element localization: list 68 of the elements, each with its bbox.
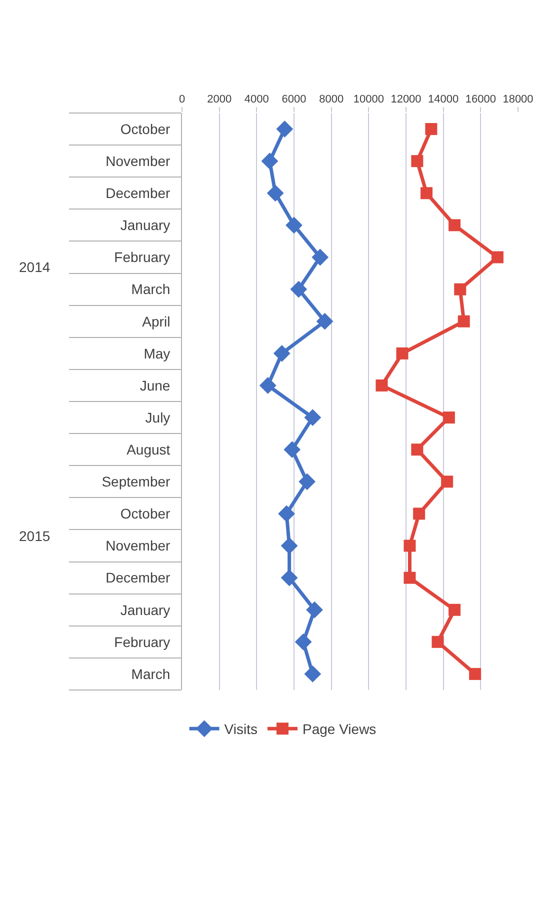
y-tick-label: March (131, 281, 170, 298)
point (306, 601, 323, 618)
point (442, 412, 455, 424)
point (413, 508, 426, 520)
y-tick-label: December (106, 570, 171, 586)
point (420, 187, 433, 200)
point (491, 251, 504, 264)
y-tick-label: October (120, 120, 171, 137)
point (273, 344, 290, 362)
x-tick-label: 8000 (319, 94, 344, 106)
y-tick-label: April (142, 313, 170, 330)
point (404, 540, 416, 552)
x-tick-label: 14000 (428, 94, 459, 106)
x-tick-label: 12000 (390, 94, 422, 106)
y-tick-label: May (144, 345, 170, 362)
y-tick-label: July (145, 409, 170, 426)
y-tick-label: August (126, 441, 170, 458)
point (404, 572, 416, 584)
point (266, 184, 284, 202)
point (396, 347, 408, 360)
point (304, 666, 322, 682)
x-tick-label: 18000 (502, 94, 534, 106)
point (304, 409, 322, 426)
text: 2014 (19, 259, 50, 275)
text: 2015 (19, 528, 50, 544)
point (469, 668, 482, 680)
y-tick-label: January (120, 217, 170, 234)
point (454, 283, 466, 296)
legend-label: Visits (224, 721, 258, 738)
y-tick-label: February (114, 249, 170, 266)
point (286, 216, 302, 234)
y-tick-label: October (120, 506, 171, 522)
point (458, 315, 470, 328)
point (441, 476, 454, 488)
point (448, 219, 461, 232)
y-tick-label: November (106, 152, 171, 169)
y-tick-label: March (131, 666, 170, 682)
legend-label: Page Views (302, 721, 376, 738)
point (261, 152, 278, 170)
point (411, 444, 424, 456)
point (312, 248, 329, 266)
x-tick-label: 0 (178, 94, 186, 106)
point (290, 280, 308, 298)
y-tick-label: January (120, 602, 170, 618)
point (259, 377, 276, 394)
point (278, 505, 295, 522)
point (280, 537, 298, 554)
y-tick-label: June (140, 377, 170, 394)
point (276, 120, 294, 138)
point (432, 636, 444, 648)
point (316, 312, 334, 330)
point (284, 441, 301, 458)
point (294, 633, 312, 650)
point (425, 123, 438, 136)
x-tick-label: 4000 (244, 94, 269, 106)
y-tick-label: November (106, 538, 171, 554)
point (376, 379, 388, 392)
x-tick-label: 16000 (465, 94, 496, 106)
x-tick-label: 10000 (353, 94, 384, 106)
point (280, 569, 298, 586)
x-tick-label: 6000 (282, 94, 306, 106)
y-tick-label: September (102, 474, 171, 490)
y-tick-label: December (106, 185, 171, 202)
point (298, 473, 316, 490)
x-tick-label: 2000 (207, 94, 232, 106)
point (448, 604, 461, 616)
y-tick-label: February (114, 634, 170, 650)
point (411, 155, 424, 168)
